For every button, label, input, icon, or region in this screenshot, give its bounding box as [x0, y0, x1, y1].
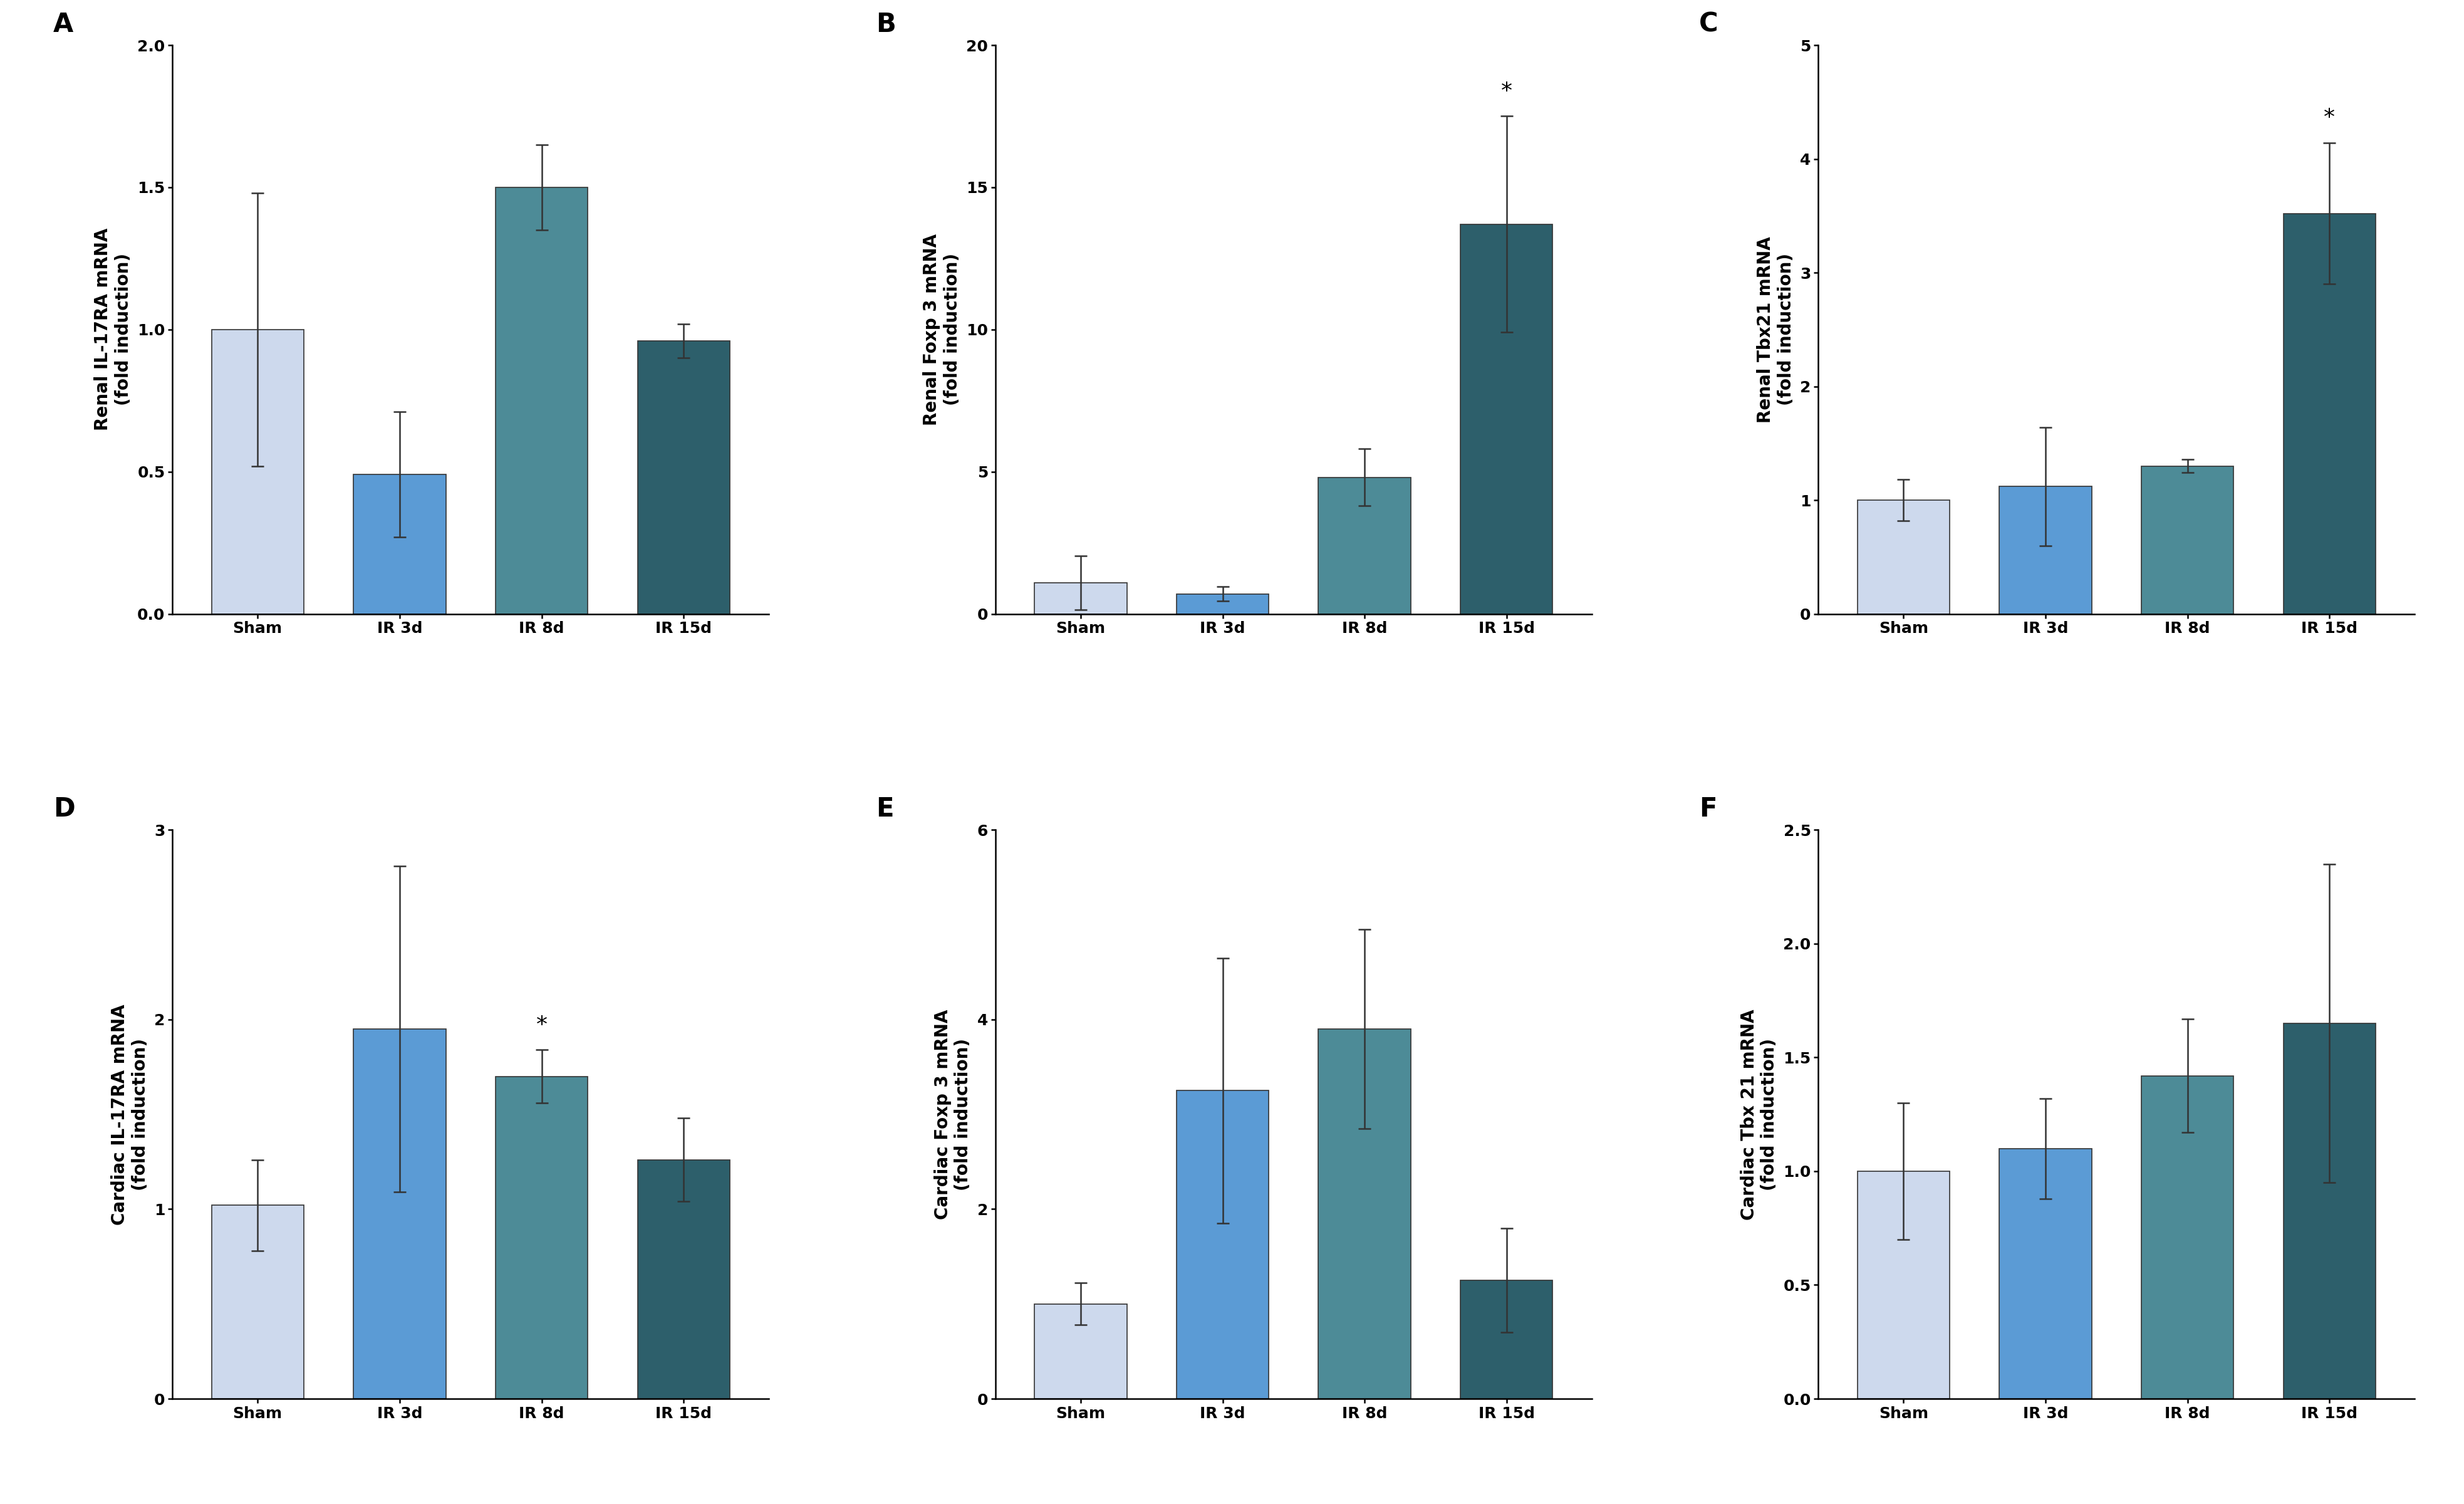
Bar — [638, 341, 729, 614]
Bar — [212, 329, 303, 614]
Bar — [212, 1205, 303, 1399]
Text: *: * — [1501, 81, 1513, 102]
Bar — [1175, 1090, 1269, 1399]
Y-axis label: Renal Tbx21 mRNA
(fold induction): Renal Tbx21 mRNA (fold induction) — [1757, 236, 1794, 423]
Bar — [1998, 486, 2092, 614]
Bar — [352, 475, 446, 614]
Bar — [1175, 594, 1269, 614]
Bar — [2141, 1075, 2235, 1399]
Text: D: D — [54, 796, 74, 823]
Text: E: E — [877, 796, 894, 823]
Bar — [1318, 1029, 1412, 1399]
Bar — [2284, 214, 2375, 614]
Bar — [1858, 1172, 1949, 1399]
Text: B: B — [877, 11, 897, 38]
Text: F: F — [1700, 796, 1717, 823]
Bar — [638, 1160, 729, 1399]
Y-axis label: Cardiac Foxp 3 mRNA
(fold induction): Cardiac Foxp 3 mRNA (fold induction) — [934, 1009, 971, 1220]
Bar — [1318, 477, 1412, 614]
Text: C: C — [1700, 11, 1717, 38]
Bar — [495, 1077, 589, 1399]
Y-axis label: Renal IL-17RA mRNA
(fold induction): Renal IL-17RA mRNA (fold induction) — [94, 229, 133, 430]
Text: A: A — [54, 11, 74, 38]
Bar — [352, 1029, 446, 1399]
Bar — [1035, 582, 1126, 614]
Bar — [495, 188, 589, 614]
Text: *: * — [537, 1014, 547, 1036]
Bar — [2141, 466, 2235, 614]
Bar — [1998, 1149, 2092, 1399]
Y-axis label: Cardiac IL-17RA mRNA
(fold induction): Cardiac IL-17RA mRNA (fold induction) — [111, 1003, 148, 1224]
Bar — [2284, 1023, 2375, 1399]
Bar — [1461, 224, 1552, 614]
Text: *: * — [2324, 107, 2336, 129]
Bar — [1035, 1304, 1126, 1399]
Y-axis label: Renal Foxp 3 mRNA
(fold induction): Renal Foxp 3 mRNA (fold induction) — [924, 233, 961, 426]
Bar — [1461, 1280, 1552, 1399]
Bar — [1858, 501, 1949, 614]
Y-axis label: Cardiac Tbx 21 mRNA
(fold induction): Cardiac Tbx 21 mRNA (fold induction) — [1740, 1009, 1779, 1220]
